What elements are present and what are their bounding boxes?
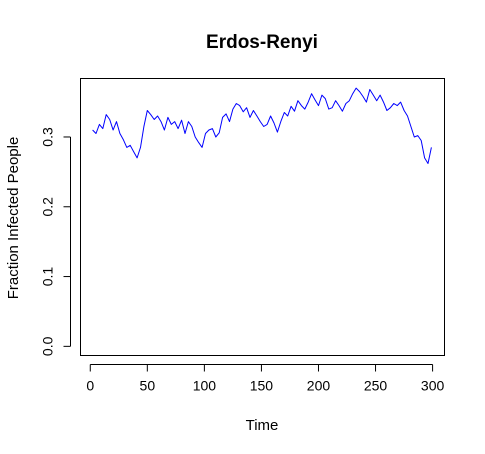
x-tick-label: 250 <box>364 378 388 394</box>
y-tick-label: 0.2 <box>40 197 56 217</box>
x-tick-label: 50 <box>140 378 156 394</box>
series-layer <box>92 87 432 164</box>
x-tick-label: 0 <box>86 378 94 394</box>
x-axis: 0 50 100 150 200 250 300 <box>86 364 445 394</box>
y-tick-label: 0.3 <box>40 127 56 147</box>
y-tick-label: 0.1 <box>40 267 56 287</box>
x-axis-label: Time <box>246 417 279 434</box>
y-axis-label: Fraction Infected People <box>5 137 22 300</box>
y-tick-label: 0.0 <box>40 336 56 356</box>
x-tick-label: 200 <box>307 378 331 394</box>
y-axis: 0.0 0.1 0.2 0.3 <box>40 127 71 356</box>
x-tick-label: 150 <box>250 378 274 394</box>
series-line-0 <box>92 87 432 164</box>
x-tick-label: 300 <box>421 378 445 394</box>
chart-title: Erdos-Renyi <box>206 32 318 53</box>
plot-area <box>80 78 445 356</box>
x-tick-label: 100 <box>193 378 217 394</box>
